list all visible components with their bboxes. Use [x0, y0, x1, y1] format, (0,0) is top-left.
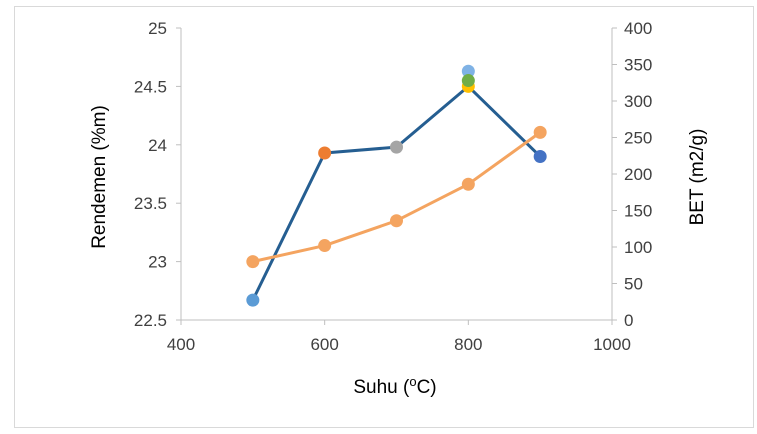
axes	[176, 27, 617, 325]
extra-point-0	[461, 64, 475, 78]
series-0-point-0	[246, 293, 260, 307]
x-tick-label-1: 600	[310, 335, 338, 354]
y2-tick-label-0: 0	[624, 311, 633, 330]
extra-point-1	[461, 74, 475, 88]
y2-tick-label-7: 350	[624, 56, 652, 75]
series-1-point-0	[246, 255, 260, 269]
x-tick-label-3: 1000	[593, 335, 631, 354]
x-axis-title-sup: o	[409, 374, 416, 389]
tick-labels: 400 600 800 100022.52323.52424.525050100150…	[134, 19, 652, 354]
series-1-point-4	[533, 125, 547, 139]
y-tick-label-5: 25	[148, 19, 167, 38]
y2-tick-label-1: 50	[624, 275, 643, 294]
y2-tick-label-3: 150	[624, 202, 652, 221]
x-axis-title-base: Suhu (	[353, 377, 410, 398]
x-axis-title-tail: C)	[417, 377, 437, 398]
series-1-point-2	[390, 214, 403, 228]
series-0-point-4	[533, 149, 547, 163]
series-1-point-3	[461, 177, 475, 191]
y2-tick-label-6: 300	[624, 92, 652, 111]
series-0-point-2	[390, 140, 403, 154]
y-tick-label-4: 24.5	[134, 77, 167, 96]
y2-tick-label-8: 400	[624, 19, 652, 38]
y2-tick-label-4: 200	[624, 165, 652, 184]
series-0-line	[251, 84, 542, 302]
x-tick-label-2: 800	[454, 335, 482, 354]
y2-axis-title: BET (m2/g)	[687, 129, 708, 226]
x-tick-label-0: 400	[167, 335, 195, 354]
series-1-point-1	[318, 239, 332, 253]
chart: 400 600 800 100022.52323.52424.525050100150…	[89, 19, 708, 398]
y2-tick-label-2: 100	[624, 238, 652, 257]
y-axis-title: Rendemen (%m)	[89, 105, 110, 249]
series-markers	[246, 64, 547, 307]
y-tick-label-2: 23.5	[134, 194, 167, 213]
y-tick-label-0: 22.5	[134, 311, 167, 330]
y-tick-label-1: 23	[148, 253, 167, 272]
y2-tick-label-5: 250	[624, 129, 652, 148]
series-0-point-1	[318, 146, 332, 160]
y-tick-label-3: 24	[148, 136, 167, 155]
chart-frame: 400 600 800 1000 22.5 23 23.5 24 24.5 25 0 50 100 150…	[14, 6, 754, 428]
x-axis-title: Suhu (oC)	[353, 374, 436, 398]
series-lines	[251, 84, 542, 302]
